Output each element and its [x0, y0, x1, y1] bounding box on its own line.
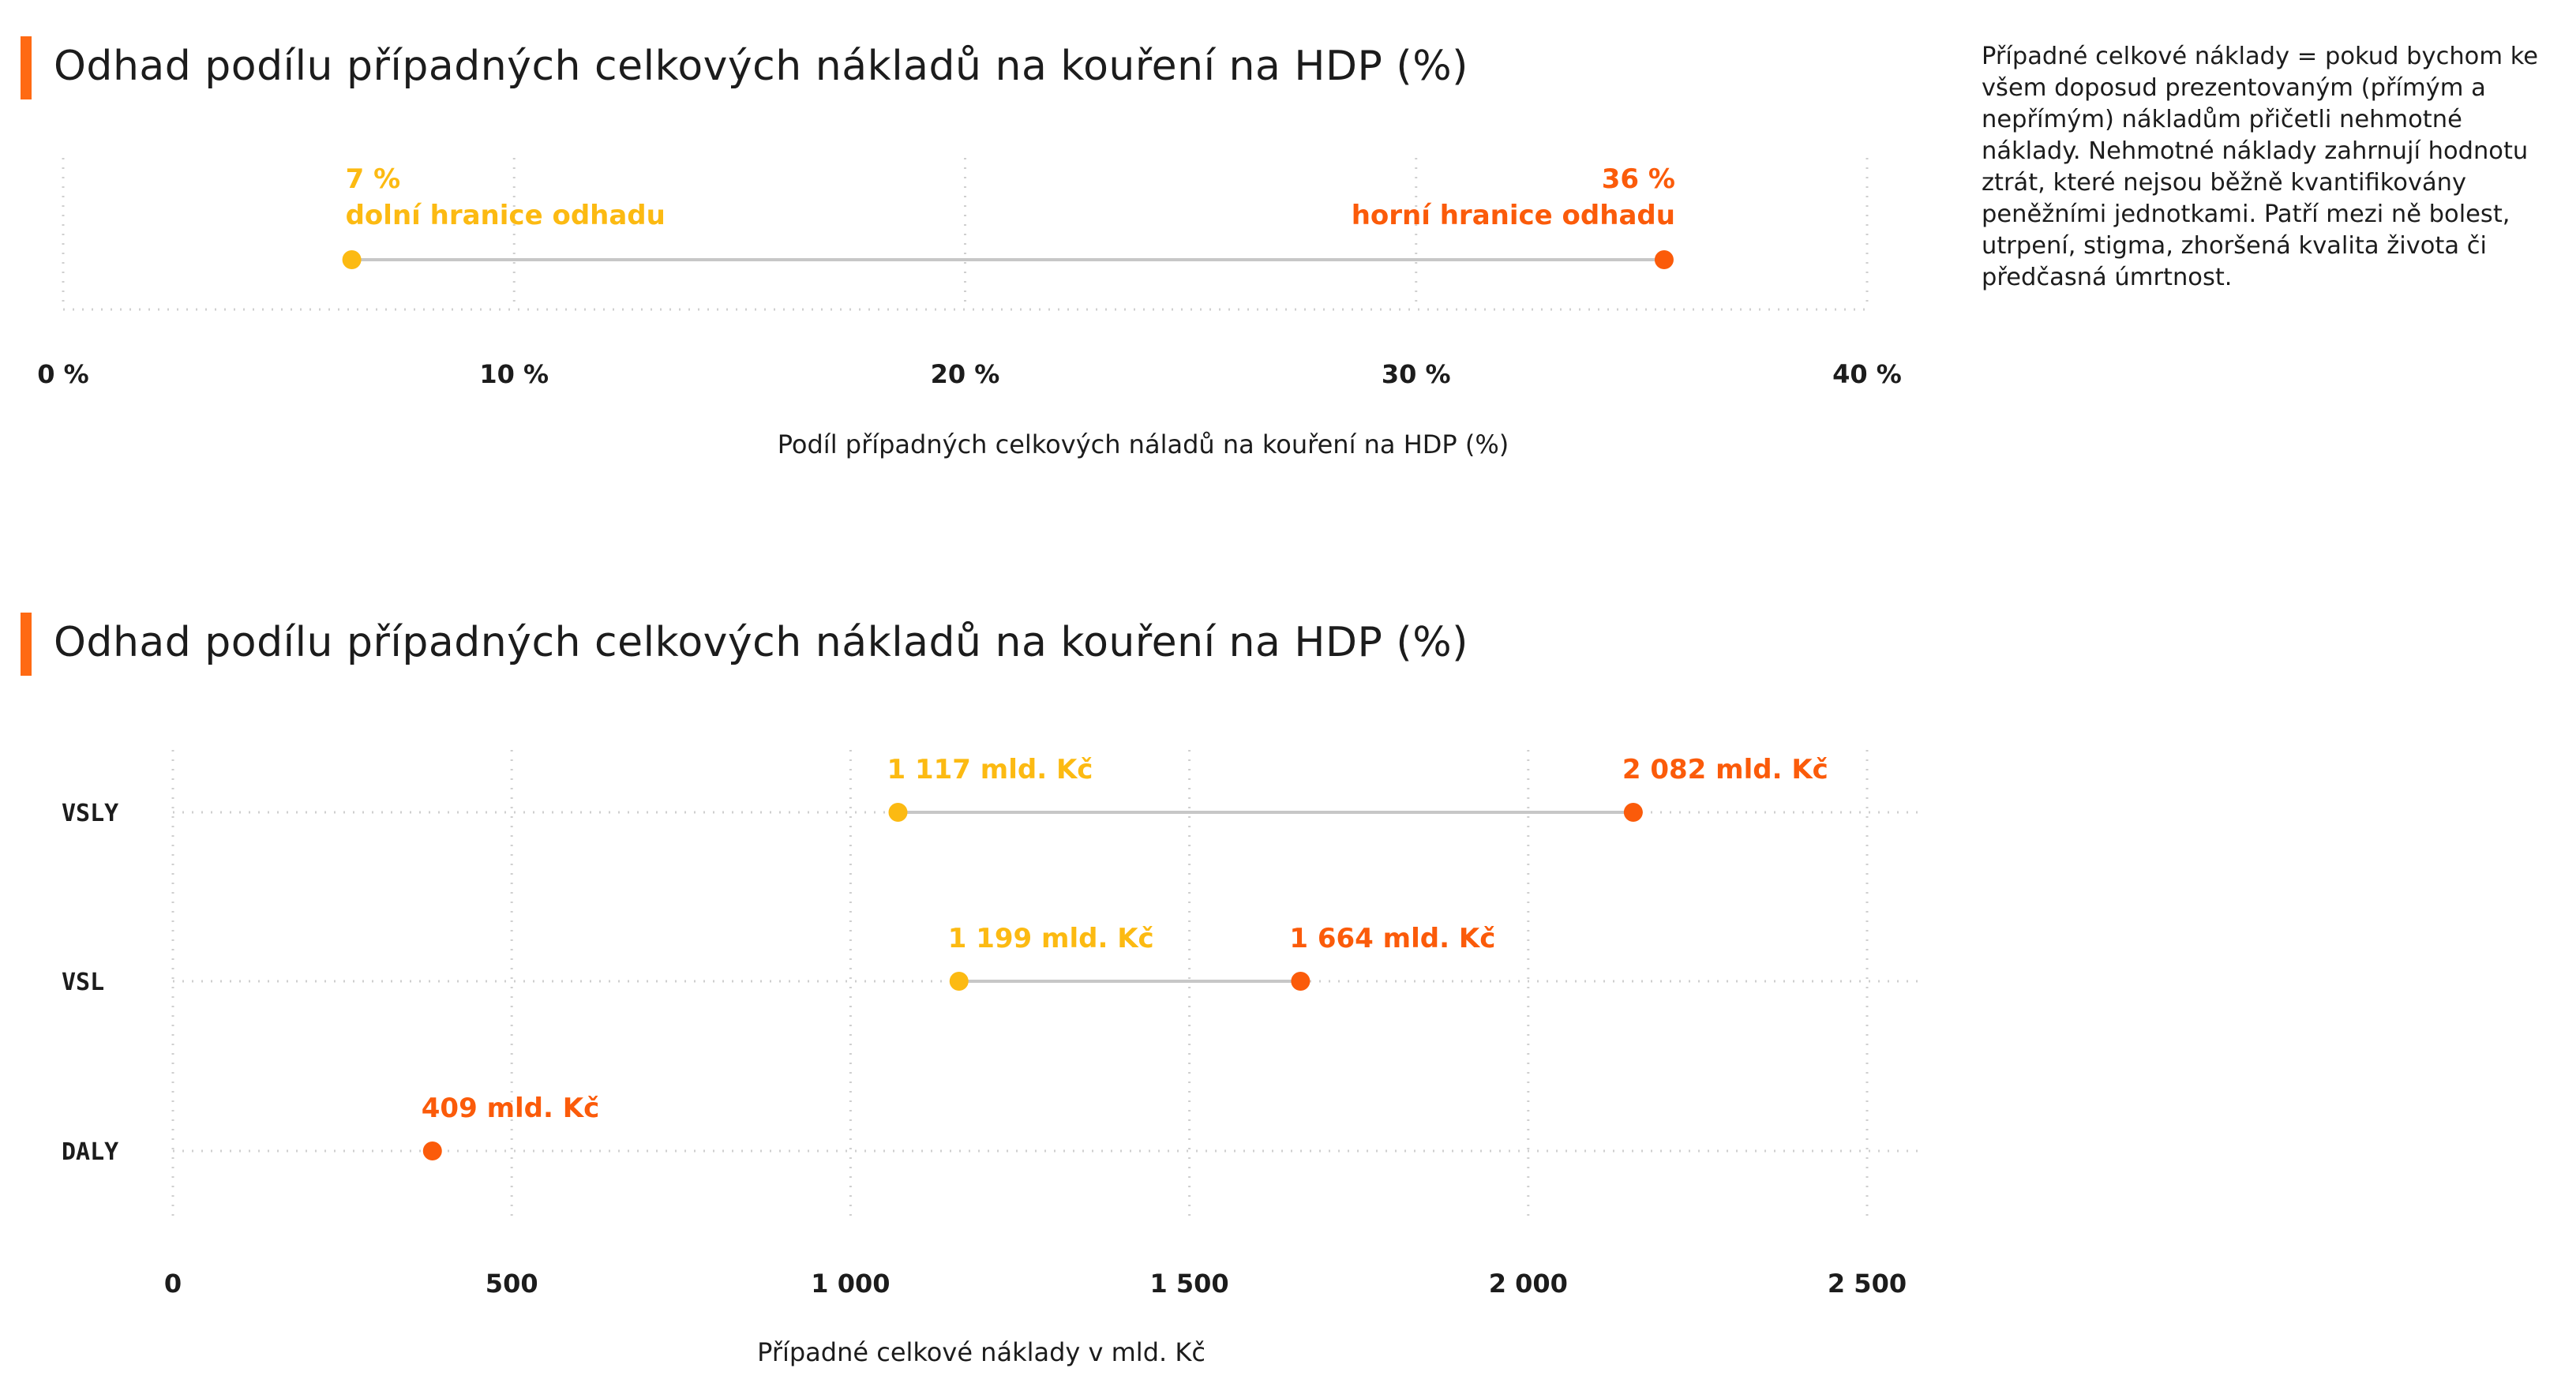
category-label-vsly: VSLY	[62, 800, 118, 827]
x-tick-label: 1 500	[1149, 1269, 1228, 1299]
lower-bound-data-label: 1 117 mld. Kč	[887, 754, 1093, 785]
x-tick-label: 40 %	[1832, 359, 1902, 389]
upper-bound-value-label: 36 %	[1602, 163, 1675, 195]
title-accent-bar	[21, 36, 32, 99]
side-note: Případné celkové náklady = pokud bychom …	[1982, 43, 2539, 291]
chart-1: Odhad podílu případných celkových náklad…	[0, 0, 1926, 505]
x-tick-label: 2 000	[1489, 1269, 1568, 1299]
chart-2: Odhad podílu případných celkových náklad…	[0, 576, 1926, 1387]
lower-bound-point	[342, 250, 362, 269]
x-axis-title: Podíl případných celkových náladů na kou…	[778, 429, 1509, 459]
lower-bound-value-label: 7 %	[346, 163, 401, 195]
x-tick-label: 10 %	[479, 359, 549, 389]
upper-bound-data-label: 409 mld. Kč	[422, 1093, 599, 1124]
upper-bound-data-label: 1 664 mld. Kč	[1289, 923, 1495, 954]
upper-bound-point	[422, 1141, 442, 1160]
lower-bound-data-label: 1 199 mld. Kč	[948, 923, 1154, 954]
chart-2-plot: 0 500 1 000 1 500 2 000 2 500 VSLY 1 117 mld. K…	[62, 750, 1918, 1367]
lower-bound-point	[888, 803, 908, 822]
upper-bound-text-label: horní hranice odhadu	[1352, 200, 1675, 231]
chart-1-plot: 0 % 10 % 20 % 30 % 40 % 7 % dolní hranice odha…	[37, 158, 1902, 459]
upper-bound-point	[1654, 250, 1674, 269]
x-axis-title: Případné celkové náklady v mld. Kč	[757, 1337, 1206, 1367]
chart-2-title: Odhad podílu případných celkových náklad…	[54, 619, 1468, 666]
x-tick-label: 0 %	[37, 359, 88, 389]
x-tick-label: 0	[164, 1269, 182, 1299]
x-tick-label: 20 %	[931, 359, 1000, 389]
x-tick-label: 1 000	[811, 1269, 890, 1299]
upper-bound-point	[1291, 972, 1310, 991]
upper-bound-data-label: 2 082 mld. Kč	[1622, 754, 1828, 785]
lower-bound-point	[949, 972, 969, 991]
lower-bound-text-label: dolní hranice odhadu	[346, 200, 666, 231]
x-tick-label: 2 500	[1828, 1269, 1907, 1299]
x-tick-label: 500	[486, 1269, 538, 1299]
upper-bound-point	[1623, 803, 1643, 822]
category-label-vsl: VSL	[62, 969, 104, 996]
x-tick-label: 30 %	[1382, 359, 1451, 389]
category-label-daly: DALY	[62, 1138, 118, 1166]
chart-1-title: Odhad podílu případných celkových náklad…	[54, 43, 1468, 90]
title-accent-bar	[21, 613, 32, 676]
